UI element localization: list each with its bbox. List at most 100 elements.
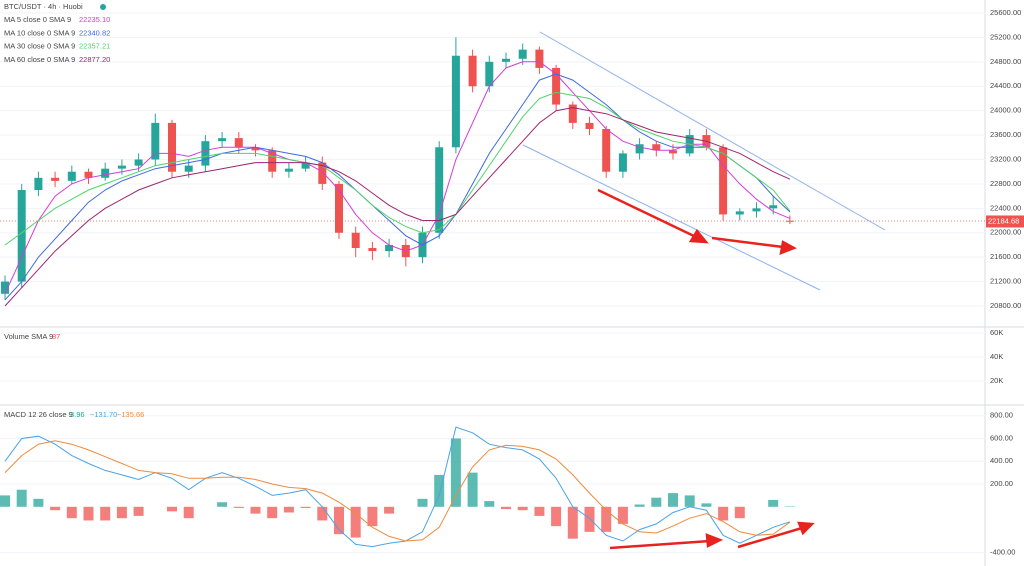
histogram-bar — [350, 506, 361, 538]
y-tick-label: 22800.00 — [990, 179, 1021, 188]
histogram-bar — [367, 506, 378, 527]
arrow-head — [779, 240, 797, 255]
candle-body — [502, 58, 510, 62]
arrow-head — [705, 533, 724, 548]
y-tick-label: 21200.00 — [990, 277, 1021, 286]
histogram-bar — [384, 506, 395, 514]
candle-body — [435, 147, 444, 233]
macd-title: MACD 12 26 close 9 — [4, 410, 73, 419]
histogram-bar — [651, 497, 662, 507]
candle-body — [468, 55, 477, 87]
y-tick-label: 800.00 — [990, 411, 1013, 420]
y-tick-label: 23200.00 — [990, 154, 1021, 163]
histogram-bar — [484, 501, 495, 507]
histogram-bar — [668, 493, 678, 507]
y-tick-label: -400.00 — [990, 547, 1015, 556]
histogram-bar — [434, 474, 445, 507]
legend-label: MA 5 close 0 SMA 9 — [4, 15, 71, 24]
histogram-bar — [317, 506, 328, 521]
candle-body — [652, 144, 661, 151]
histogram-bar — [684, 495, 695, 507]
price-tag — [986, 215, 1024, 228]
histogram-bar — [283, 506, 294, 513]
legend-value: 22340.82 — [79, 28, 110, 37]
volume-value: 87 — [52, 332, 60, 341]
candle-body — [301, 162, 310, 169]
legend: MA 5 close 0 SMA 9 22235.10 MA 10 close 0 … — [4, 15, 110, 64]
macd-value: 3.96 — [70, 410, 85, 419]
candle-body — [769, 205, 778, 209]
series-line — [4, 61, 791, 295]
candle-body — [184, 165, 193, 172]
candle-body — [101, 168, 110, 178]
histogram-bar — [584, 506, 595, 532]
histogram-bar — [33, 498, 44, 507]
annotations — [522, 31, 886, 550]
histogram-bar — [467, 472, 478, 507]
histogram-bar — [16, 489, 27, 507]
y-tick-label: 600.00 — [990, 433, 1013, 442]
histogram-bar — [0, 495, 10, 507]
candle-body — [351, 232, 360, 249]
legend-value: 22235.10 — [79, 15, 110, 24]
y-tick-label: 22000.00 — [990, 228, 1021, 237]
histogram-bar — [501, 506, 511, 510]
macd-value: −131.70 — [90, 410, 117, 419]
macd-value: −135.66 — [117, 410, 144, 419]
histogram-bar — [601, 506, 612, 532]
histogram-bar — [417, 498, 428, 507]
histogram-bar — [450, 438, 461, 507]
y-tick-label: 24000.00 — [990, 106, 1021, 115]
candle-body — [585, 122, 594, 129]
histogram-bar — [217, 502, 228, 507]
histogram-bar — [768, 499, 779, 507]
candle-body — [268, 150, 277, 172]
candle-body — [134, 159, 143, 166]
marks — [0, 12, 985, 553]
histogram-bar — [551, 506, 562, 527]
histogram-bar — [734, 506, 745, 519]
candle-body — [201, 141, 210, 166]
legend-label: MA 10 close 0 SMA 9 — [4, 28, 75, 37]
series-line — [4, 107, 791, 307]
y-tick-label: 20K — [990, 376, 1003, 385]
series-line — [4, 73, 791, 301]
arrow — [609, 539, 711, 550]
histogram-bar — [133, 506, 144, 516]
y-tick-label: 25200.00 — [990, 32, 1021, 41]
histogram-bar — [50, 506, 61, 511]
y-tick-label: 21600.00 — [990, 252, 1021, 261]
series-line — [4, 440, 791, 542]
y-tick-label: 200.00 — [990, 479, 1013, 488]
histogram-bar — [334, 506, 344, 535]
channel-line — [522, 144, 821, 291]
histogram-bar — [167, 506, 177, 512]
candle-body — [602, 128, 611, 172]
candle-body — [752, 208, 761, 212]
candle-body — [535, 49, 544, 68]
y-tick-label: 24400.00 — [990, 81, 1021, 90]
candle-body — [518, 49, 527, 59]
legend-value: 22877.20 — [79, 55, 110, 64]
legend-value: 22357.21 — [79, 42, 110, 51]
price-tag-label: 22184.68 — [988, 216, 1019, 225]
candle-body — [552, 67, 561, 105]
candle-body — [669, 150, 677, 154]
candle-body — [719, 147, 728, 215]
y-tick-label: 25600.00 — [990, 8, 1021, 17]
legend-label: MA 30 close 0 SMA 9 — [4, 42, 75, 51]
candle-body — [385, 244, 394, 252]
y-tick-label: 23600.00 — [990, 130, 1021, 139]
candle-body — [218, 138, 227, 142]
candle-body — [84, 171, 93, 178]
candle-body — [335, 183, 343, 233]
candle-body — [735, 211, 744, 215]
histogram-bar — [517, 506, 528, 511]
histogram-bar — [718, 506, 729, 521]
histogram-bar — [617, 506, 628, 524]
candle-body — [67, 171, 76, 181]
histogram-bar — [66, 506, 77, 519]
channel-line — [539, 31, 886, 231]
candle-body — [117, 165, 126, 169]
